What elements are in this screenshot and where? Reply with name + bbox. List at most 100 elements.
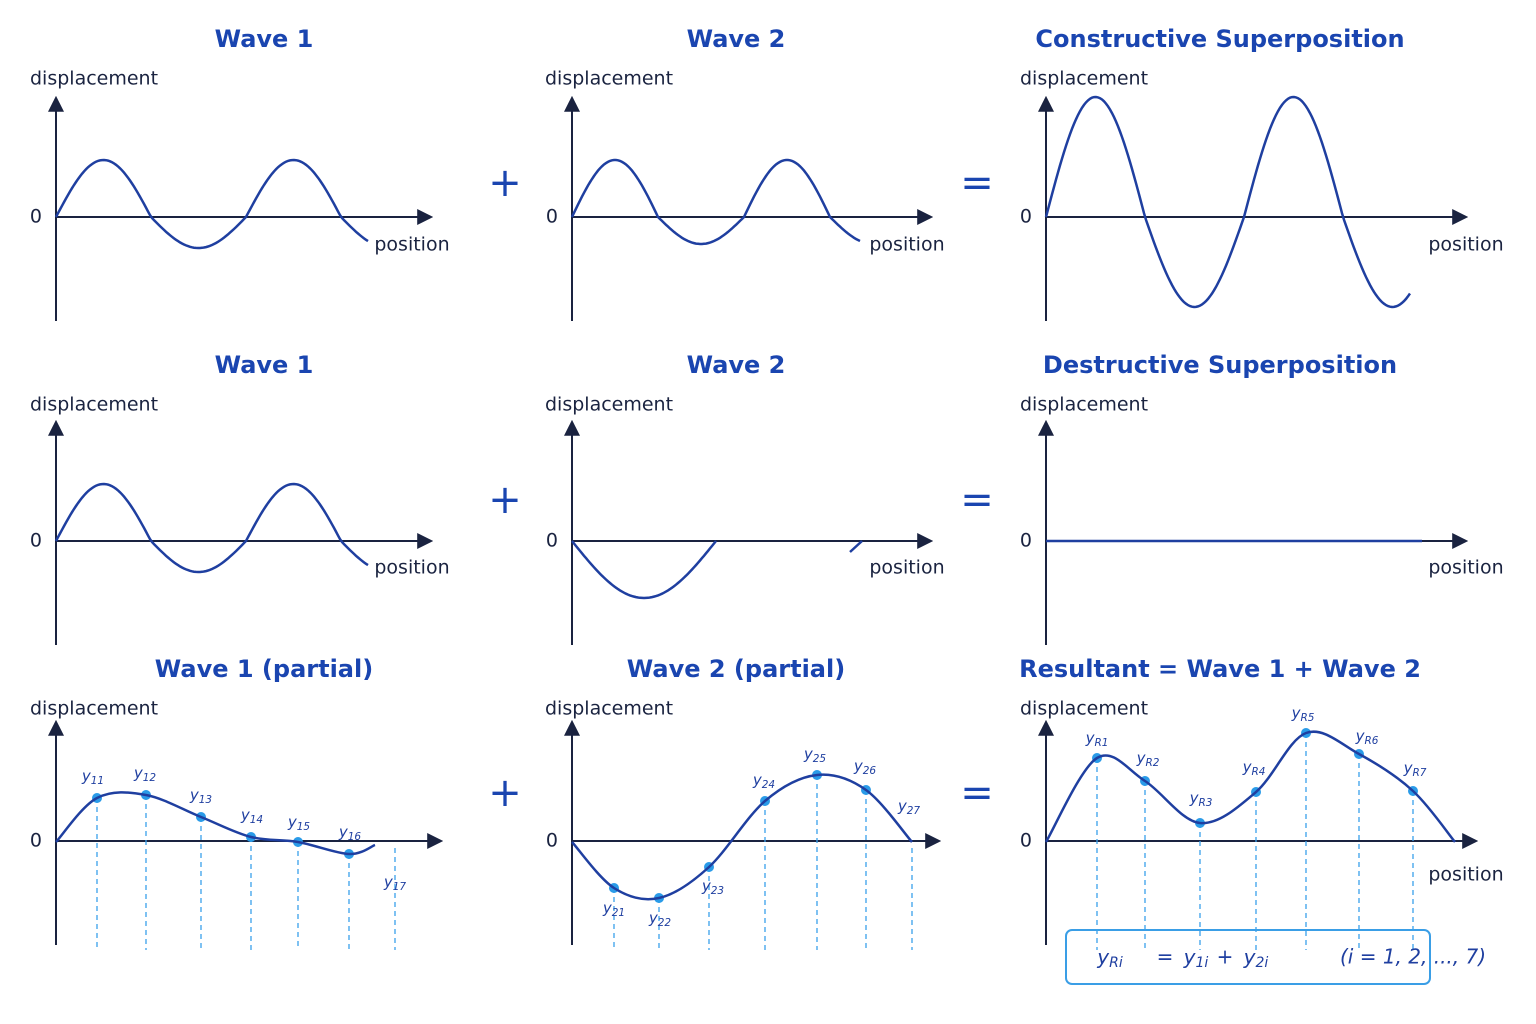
formula-term: y2i [1243, 945, 1269, 972]
variable: y [1403, 759, 1414, 777]
point-label: y17 [383, 873, 407, 894]
y-axis-label: displacement [545, 394, 673, 416]
y-axis-label: displacement [30, 394, 158, 416]
subscript: R5 [1300, 712, 1314, 724]
subscript: R1 [1094, 737, 1108, 749]
variable: y [853, 757, 864, 775]
subscript: R4 [1251, 766, 1265, 778]
wave-curve [55, 791, 376, 856]
variable: y [701, 877, 712, 895]
variable: y [1242, 758, 1253, 776]
point-label: yR3 [1189, 789, 1213, 810]
zero-label: 0 [1020, 830, 1032, 852]
wave-curve [54, 482, 369, 574]
y-axis-label: displacement [545, 68, 673, 90]
point-label: y12 [133, 764, 157, 785]
subscript: 27 [907, 805, 921, 817]
x-axis-label: position [869, 557, 944, 579]
variable: y [1085, 729, 1096, 747]
subscript: 26 [863, 765, 877, 777]
point-label: yR5 [1291, 704, 1315, 725]
point-label: y26 [853, 757, 877, 778]
variable: y [1291, 704, 1302, 722]
point-label: y23 [701, 877, 724, 898]
formula-box [1065, 929, 1431, 985]
subscript: 13 [199, 794, 212, 806]
x-axis-label: position [1428, 864, 1503, 886]
zero-label: 0 [1020, 206, 1032, 228]
zero-label: 0 [546, 206, 558, 228]
x-axis-label: position [1428, 557, 1503, 579]
subscript: R3 [1198, 797, 1212, 809]
variable: y [287, 813, 298, 831]
zero-label: 0 [546, 830, 558, 852]
panel-title: Wave 1 [215, 25, 314, 53]
point-label: y11 [81, 767, 104, 788]
operator: + [488, 160, 522, 206]
x-axis-label: position [869, 234, 944, 256]
point-label: y27 [897, 797, 921, 818]
subscript: 16 [348, 831, 362, 843]
variable: y [602, 899, 613, 917]
variable: y [338, 823, 349, 841]
y-axis-label: displacement [1020, 68, 1148, 90]
x-axis-label: position [374, 234, 449, 256]
wave-curve [571, 773, 913, 901]
point-label: yR1 [1085, 729, 1109, 750]
subscript: 22 [658, 917, 672, 929]
variable: y [1189, 789, 1200, 807]
variable: y [81, 767, 92, 785]
panel-title: Wave 2 (partial) [627, 655, 845, 683]
subscript: Ri [1109, 955, 1123, 971]
y-axis-label: displacement [545, 698, 673, 720]
formula-text: (i = 1, 2, ..., 7) [1340, 945, 1486, 969]
operator: = [960, 477, 994, 523]
formula-term: y1i [1183, 945, 1209, 972]
subscript: R7 [1412, 767, 1426, 779]
point-label: y16 [338, 823, 362, 844]
variable: y [383, 873, 394, 891]
variable: y [1243, 945, 1257, 969]
subscript: R2 [1145, 757, 1159, 769]
wave-curve [570, 158, 861, 246]
variable: y [1096, 945, 1110, 969]
subscript: 21 [612, 907, 625, 919]
panel-title: Wave 1 [215, 351, 314, 379]
point-label: yR6 [1355, 727, 1379, 748]
variable: y [648, 909, 659, 927]
subscript: 2i [1256, 955, 1269, 971]
panel-title: Constructive Superposition [1035, 25, 1404, 53]
point-label: y14 [240, 806, 263, 827]
formula-text: = [1157, 945, 1174, 969]
variable: y [133, 764, 144, 782]
y-axis-label: displacement [1020, 394, 1148, 416]
point-label: yR2 [1136, 749, 1160, 770]
variable: y [803, 745, 814, 763]
subscript: 24 [762, 779, 775, 791]
wave-curve [1044, 95, 1412, 309]
point-label: y25 [803, 745, 827, 766]
subscript: 14 [250, 814, 263, 826]
operator: + [488, 770, 522, 816]
formula-text: + [1217, 945, 1234, 969]
panel-title: Wave 1 (partial) [155, 655, 373, 683]
operator: = [960, 770, 994, 816]
variable: y [240, 806, 251, 824]
formula-term: yRi [1096, 945, 1123, 972]
zero-label: 0 [1020, 530, 1032, 552]
subscript: 23 [711, 885, 724, 897]
y-axis-label: displacement [1020, 698, 1148, 720]
subscript: 11 [91, 775, 104, 787]
point-label: yR7 [1403, 759, 1427, 780]
subscript: 25 [813, 753, 827, 765]
wave-curve [1044, 730, 1456, 843]
subscript: 1i [1196, 955, 1209, 971]
subscript: R6 [1364, 735, 1378, 747]
x-axis-label: position [374, 557, 449, 579]
subscript: 17 [393, 881, 407, 893]
variable: y [1183, 945, 1197, 969]
point-label: yR4 [1242, 758, 1266, 779]
point-label: y15 [287, 813, 311, 834]
subscript: 15 [297, 821, 311, 833]
